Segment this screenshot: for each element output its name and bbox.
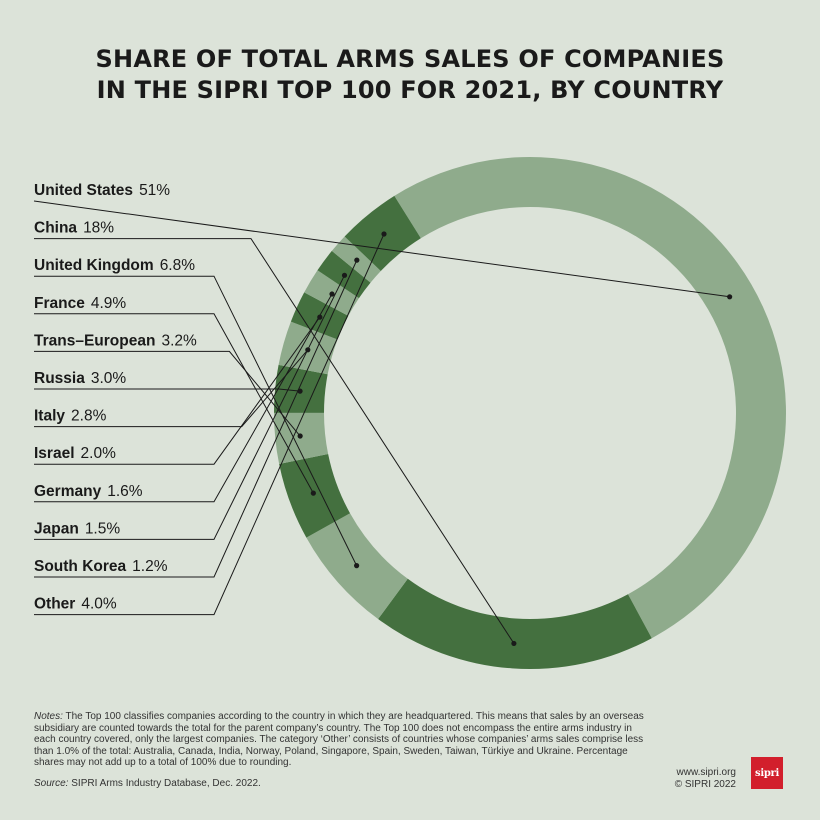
source-label: Source: [34, 778, 69, 789]
label-italy: Italy 2.8% [34, 408, 107, 425]
leader-dot-united-states [727, 294, 733, 300]
label-name-israel: Israel [34, 445, 75, 462]
notes-label: Notes: [34, 711, 63, 722]
label-value-germany: 1.6% [107, 483, 143, 500]
donut-slices [274, 157, 786, 669]
label-russia: Russia 3.0% [34, 370, 126, 387]
label-united-states: United States 51% [34, 182, 170, 199]
leader-line-china [34, 238, 515, 644]
leader-dot-united-kingdom [354, 563, 360, 569]
label-value-italy: 2.8% [71, 408, 107, 425]
label-value-russia: 3.0% [91, 370, 127, 387]
leader-line-france [34, 313, 314, 494]
label-israel: Israel 2.0% [34, 445, 116, 462]
label-other: Other 4.0% [34, 596, 117, 613]
label-name-germany: Germany [34, 483, 102, 500]
leader-dot-trans-european [297, 433, 303, 439]
leader-line-other [34, 233, 385, 616]
sipri-logo: sipri [751, 757, 783, 789]
label-name-united-states: United States [34, 182, 133, 199]
leader-line-japan [34, 275, 345, 540]
label-germany: Germany 1.6% [34, 483, 143, 500]
label-name-other: Other [34, 596, 75, 613]
leader-line-trans-european [34, 350, 301, 437]
label-japan: Japan 1.5% [34, 520, 120, 537]
chart-title-line-2: IN THE SIPRI TOP 100 FOR 2021, BY COUNTR… [96, 76, 724, 104]
copyright: © SIPRI 2022 [674, 779, 736, 790]
source-text: SIPRI Arms Industry Database, Dec. 2022. [68, 778, 261, 789]
leader-line-south-korea [34, 259, 358, 578]
label-value-south-korea: 1.2% [132, 558, 168, 575]
label-value-china: 18% [83, 220, 114, 237]
label-value-france: 4.9% [91, 295, 127, 312]
label-value-israel: 2.0% [81, 445, 117, 462]
label-name-south-korea: South Korea [34, 558, 127, 575]
footer-credits: www.sipri.org © SIPRI 2022 [675, 767, 736, 791]
label-name-russia: Russia [34, 370, 85, 387]
label-value-other: 4.0% [81, 596, 117, 613]
leader-line-united-states [33, 200, 730, 298]
label-name-japan: Japan [34, 520, 79, 537]
leader-line-united-kingdom [34, 275, 358, 566]
website-link[interactable]: www.sipri.org [676, 767, 736, 778]
leader-dot-japan [341, 272, 348, 278]
chart-title: SHARE OF TOTAL ARMS SALES OF COMPANIES I… [0, 44, 820, 106]
notes-text: The Top 100 classifies companies accordi… [34, 711, 644, 769]
label-name-italy: Italy [34, 408, 65, 425]
slice-labels: United States 51% China 18% United Kingdom 6.… [34, 182, 197, 613]
leader-dot-south-korea [354, 257, 360, 263]
slice-china [378, 578, 652, 669]
label-value-united-kingdom: 6.8% [160, 257, 196, 274]
label-value-japan: 1.5% [85, 520, 121, 537]
label-south-korea: South Korea 1.2% [34, 558, 168, 575]
label-name-united-kingdom: United Kingdom [34, 257, 154, 274]
sipri-logo-text: sipri [755, 767, 779, 779]
label-trans-european: Trans–European 3.2% [34, 332, 197, 349]
chart-title-line-1: SHARE OF TOTAL ARMS SALES OF COMPANIES [95, 45, 725, 73]
label-united-kingdom: United Kingdom 6.8% [34, 257, 195, 274]
label-name-france: France [34, 295, 85, 312]
label-value-trans-european: 3.2% [161, 332, 197, 349]
leader-lines [33, 200, 733, 647]
label-china: China 18% [34, 220, 114, 237]
notes: Notes: The Top 100 classifies companies … [34, 711, 654, 769]
label-france: France 4.9% [34, 295, 126, 312]
label-value-united-states: 51% [139, 182, 170, 199]
leader-line-germany [34, 293, 333, 503]
leader-dot-other [381, 231, 387, 237]
leader-dot-germany [329, 291, 335, 297]
label-name-china: China [34, 220, 77, 237]
leader-line-russia [34, 388, 301, 392]
source: Source: SIPRI Arms Industry Database, De… [34, 778, 261, 789]
leader-dot-france [310, 490, 316, 496]
label-name-trans-european: Trans–European [34, 332, 155, 349]
leader-line-israel [34, 316, 321, 465]
slice-united-states [394, 157, 786, 639]
leader-dot-china [511, 640, 517, 647]
